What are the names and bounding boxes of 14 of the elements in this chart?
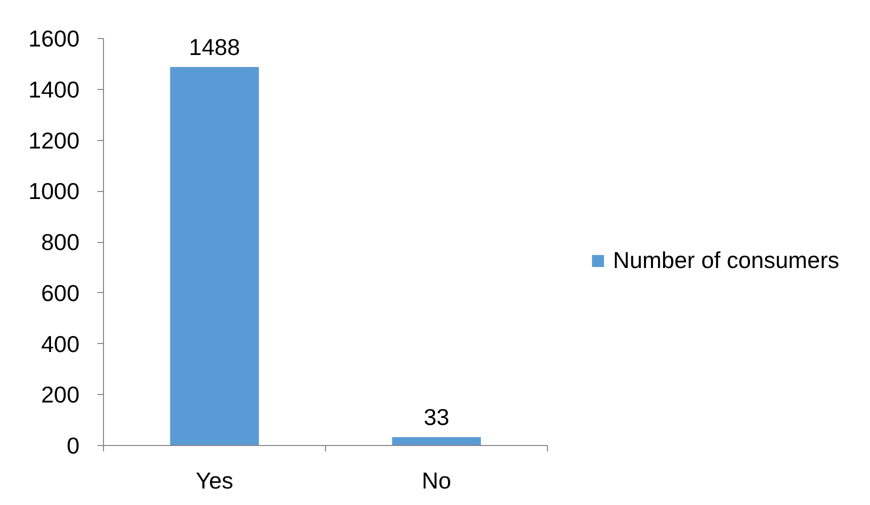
y-tick-label: 1000 bbox=[28, 178, 80, 204]
y-tick-label: 1200 bbox=[28, 127, 80, 154]
y-tick-label: 0 bbox=[66, 432, 80, 458]
y-tick-label: 400 bbox=[41, 330, 80, 357]
legend-label: Number of consumers bbox=[613, 246, 840, 274]
data-label: 1488 bbox=[188, 34, 240, 60]
y-tick-label: 800 bbox=[41, 229, 80, 255]
x-tick-label: Yes bbox=[196, 468, 234, 494]
x-tick-label: No bbox=[422, 468, 452, 494]
y-tick-label: 1400 bbox=[28, 76, 80, 102]
y-tick-label: 1600 bbox=[28, 26, 80, 52]
data-label: 33 bbox=[424, 404, 450, 430]
y-tick-label: 200 bbox=[41, 382, 80, 408]
y-tick-label: 600 bbox=[41, 280, 80, 306]
